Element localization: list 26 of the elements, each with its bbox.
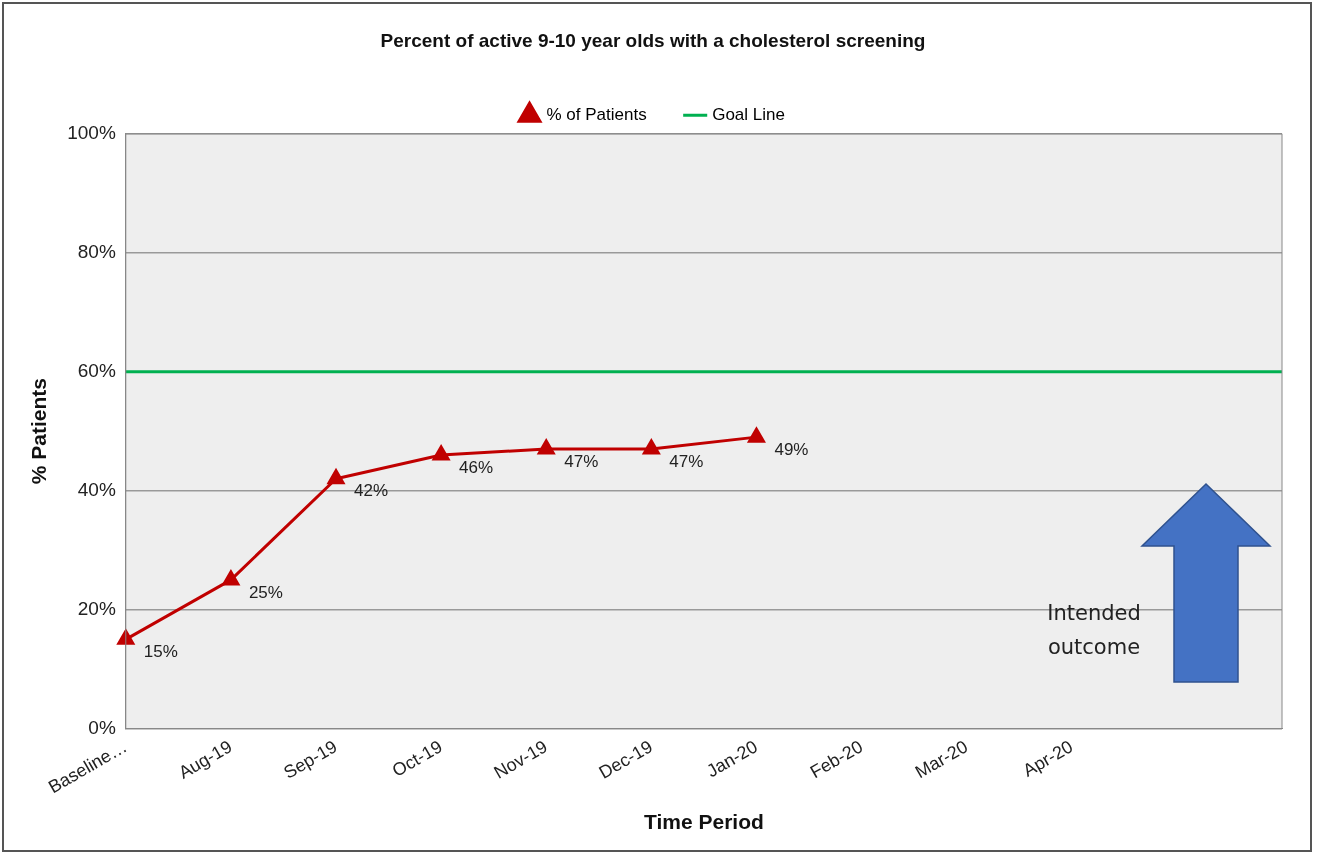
point [327, 469, 345, 485]
y-tick-label: 40% [77, 478, 116, 500]
x-axis-title: Time Period [643, 810, 764, 834]
point [432, 445, 450, 461]
legend-label: Goal Line [712, 104, 785, 124]
y-tick-label: 20% [77, 597, 116, 619]
data-label: 42% [354, 481, 389, 501]
data-label: 49% [774, 439, 809, 459]
data-label: 15% [143, 642, 178, 662]
data-label: 47% [564, 451, 599, 471]
y-tick-label: 100% [67, 122, 116, 144]
point [748, 427, 765, 443]
y-tick-label: 80% [77, 240, 116, 262]
point [537, 439, 555, 455]
y-tick-label: 0% [88, 716, 116, 738]
chart-title: Percent of active 9-10 year olds with a cholesterol screening [380, 29, 926, 51]
data-label: 46% [459, 457, 494, 477]
y-tick-label: 60% [77, 359, 116, 381]
data-label: 25% [248, 582, 283, 602]
y-axis-title: % Patients [27, 378, 51, 485]
data-label: 47% [669, 451, 704, 471]
legend-label: % of Patients [546, 104, 647, 124]
point [117, 629, 135, 645]
point [222, 570, 240, 586]
point [642, 439, 660, 455]
annotation: Intended outcome [1047, 601, 1141, 659]
